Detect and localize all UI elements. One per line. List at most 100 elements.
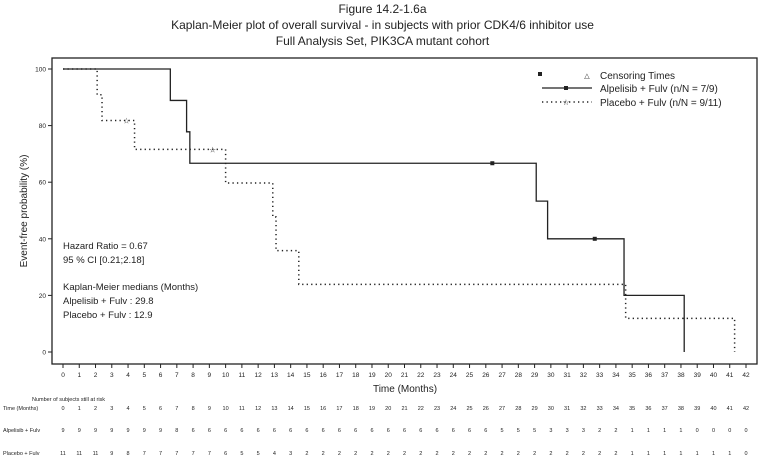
risk-table-title: Number of subjects still at risk xyxy=(32,397,105,403)
y-tick-label: 80 xyxy=(39,123,47,130)
risk-table-time: 2 xyxy=(94,406,97,412)
risk-table-cell: 1 xyxy=(679,428,682,434)
x-tick-label: 13 xyxy=(271,372,279,379)
risk-table-time: 38 xyxy=(678,406,684,412)
risk-table-cell: 8 xyxy=(127,451,130,457)
risk-table-cell: 0 xyxy=(744,451,747,457)
risk-table-cell: 3 xyxy=(549,428,552,434)
risk-table-time: 36 xyxy=(645,406,651,412)
risk-table-time: 27 xyxy=(499,406,505,412)
risk-table-cell: 1 xyxy=(663,451,666,457)
risk-table-cell: 2 xyxy=(354,451,357,457)
placebo-censor-mark: ☆ xyxy=(123,117,130,126)
risk-table-cell: 9 xyxy=(110,451,113,457)
risk-table-cell: 2 xyxy=(419,451,422,457)
placebo-censor-mark: ☆ xyxy=(209,145,216,154)
risk-table-cell: 1 xyxy=(631,451,634,457)
risk-table-cell: 6 xyxy=(370,428,373,434)
risk-table-time: 21 xyxy=(401,406,407,412)
x-tick-label: 42 xyxy=(742,372,750,379)
risk-table-cell: 11 xyxy=(93,451,99,457)
risk-table-time: 24 xyxy=(450,406,456,412)
risk-table-time: 4 xyxy=(127,406,130,412)
x-tick-label: 8 xyxy=(191,372,195,379)
x-tick-label: 15 xyxy=(303,372,311,379)
risk-table-time: 22 xyxy=(418,406,424,412)
placebo-median-text: Placebo + Fulv : 12.9 xyxy=(63,310,153,321)
risk-table-cell: 7 xyxy=(208,451,211,457)
risk-table-cell: 2 xyxy=(598,428,601,434)
y-tick-label: 0 xyxy=(42,350,46,357)
risk-table-cell: 6 xyxy=(224,451,227,457)
risk-table-cell: 6 xyxy=(192,428,195,434)
x-tick-label: 11 xyxy=(239,372,246,379)
x-tick-label: 37 xyxy=(661,372,669,379)
risk-table-time: 41 xyxy=(727,406,733,412)
risk-table-cell: 6 xyxy=(403,428,406,434)
risk-table-time: 12 xyxy=(255,406,261,412)
risk-table-time: 34 xyxy=(613,406,619,412)
x-tick-label: 22 xyxy=(417,372,425,379)
risk-table-cell: 2 xyxy=(435,451,438,457)
risk-table-cell: 2 xyxy=(598,451,601,457)
risk-table-cell: 2 xyxy=(305,451,308,457)
x-tick-label: 9 xyxy=(208,372,212,379)
risk-table-time: 35 xyxy=(629,406,635,412)
risk-table-cell: 2 xyxy=(549,451,552,457)
x-tick-label: 31 xyxy=(564,372,572,379)
x-tick-label: 3 xyxy=(110,372,114,379)
hazard-ratio-text: Hazard Ratio = 0.67 xyxy=(63,241,148,252)
x-tick-label: 40 xyxy=(710,372,718,379)
risk-table-cell: 2 xyxy=(533,451,536,457)
risk-table-cell: 6 xyxy=(305,428,308,434)
x-tick-label: 20 xyxy=(385,372,393,379)
risk-table-cell: 2 xyxy=(403,451,406,457)
risk-table-cell: 3 xyxy=(289,451,292,457)
risk-table-time: 19 xyxy=(369,406,375,412)
y-tick-label: 60 xyxy=(39,180,47,187)
x-tick-label: 0 xyxy=(61,372,65,379)
legend-placebo-marker: ☆ xyxy=(562,98,569,107)
risk-table-time: 18 xyxy=(353,406,359,412)
x-tick-label: 30 xyxy=(547,372,555,379)
risk-table-cell: 6 xyxy=(240,428,243,434)
x-tick-label: 4 xyxy=(126,372,130,379)
risk-table-cell: 2 xyxy=(452,451,455,457)
alpelisib-curve xyxy=(63,68,685,352)
risk-table-cell: 0 xyxy=(696,428,699,434)
x-tick-label: 41 xyxy=(726,372,734,379)
x-axis-title: Time (Months) xyxy=(373,384,437,395)
legend-alpelisib-label: Alpelisib + Fulv (n/N = 7/9) xyxy=(600,84,718,95)
risk-table-time: 30 xyxy=(548,406,554,412)
x-tick-label: 28 xyxy=(515,372,523,379)
risk-table-cell: 2 xyxy=(322,451,325,457)
risk-table-time: 9 xyxy=(208,406,211,412)
y-tick-label: 20 xyxy=(39,293,47,300)
risk-table-header-label: Time (Months) xyxy=(3,406,38,412)
risk-table-cell: 6 xyxy=(322,428,325,434)
risk-table-time: 13 xyxy=(271,406,277,412)
risk-table-cell: 2 xyxy=(614,451,617,457)
risk-table-time: 5 xyxy=(143,406,146,412)
alpelisib-censor-mark xyxy=(490,161,495,166)
risk-table-cell: 7 xyxy=(175,451,178,457)
x-tick-label: 36 xyxy=(645,372,653,379)
risk-table-cell: 9 xyxy=(78,428,81,434)
risk-table-time: 1 xyxy=(78,406,81,412)
risk-table-cell: 2 xyxy=(387,451,390,457)
risk-table-time: 33 xyxy=(597,406,603,412)
risk-table-cell: 2 xyxy=(370,451,373,457)
x-tick-label: 39 xyxy=(694,372,702,379)
risk-table-time: 40 xyxy=(710,406,716,412)
risk-table-time: 14 xyxy=(288,406,294,412)
risk-table-cell: 6 xyxy=(484,428,487,434)
x-tick-label: 23 xyxy=(433,372,441,379)
x-tick-label: 16 xyxy=(320,372,328,379)
risk-table-cell: 2 xyxy=(517,451,520,457)
figure-number: Figure 14.2-1.6a xyxy=(338,2,427,16)
risk-table-cell: 5 xyxy=(257,451,260,457)
x-tick-label: 27 xyxy=(498,372,506,379)
risk-table-time: 42 xyxy=(743,406,749,412)
x-tick-label: 33 xyxy=(596,372,604,379)
risk-table-cell: 4 xyxy=(273,451,276,457)
